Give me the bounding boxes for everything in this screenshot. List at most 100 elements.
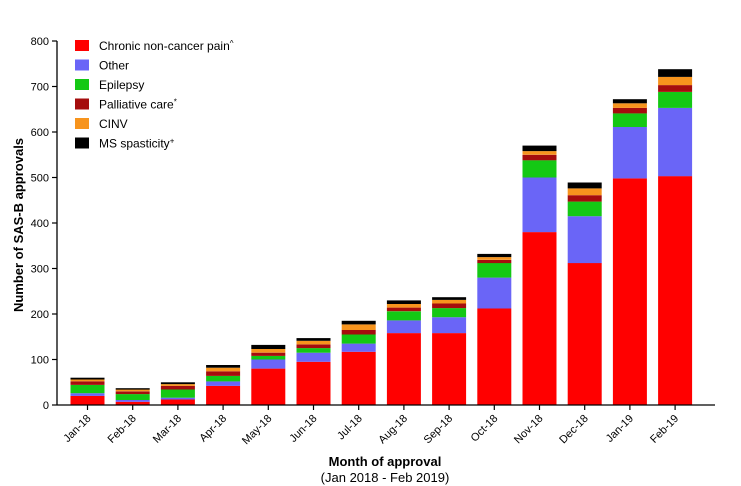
bar-segment-feb-19-s1 — [658, 107, 693, 177]
bar-segment-jan-19-s3 — [612, 107, 647, 114]
bar-segment-nov-18-s5 — [522, 145, 557, 152]
bar-segment-mar-18-s4 — [160, 384, 195, 386]
y-tick-label: 200 — [31, 309, 49, 321]
bar-segment-feb-18-s5 — [115, 388, 150, 390]
bar-segment-feb-18-s3 — [115, 391, 150, 395]
x-tick-label: Feb-19 — [648, 413, 681, 446]
bar-segment-oct-18-s3 — [477, 259, 512, 264]
x-tick-label: May-18 — [240, 413, 274, 447]
y-tick-label: 800 — [31, 36, 49, 48]
bar-segment-jun-18-s1 — [296, 352, 331, 362]
bar-segment-feb-19-s5 — [658, 69, 693, 77]
bar-segment-oct-18-s4 — [477, 257, 512, 260]
legend-superscript: ^ — [230, 39, 234, 48]
bar-segment-dec-18-s5 — [567, 182, 602, 189]
bar-segment-feb-19-s4 — [658, 76, 693, 86]
legend-swatch — [75, 40, 89, 51]
bar-segment-jun-18-s0 — [296, 361, 331, 405]
bar-segment-mar-18-s3 — [160, 385, 195, 390]
bar-segment-aug-18-s3 — [386, 307, 421, 312]
legend-series-name: CINV — [99, 117, 128, 131]
legend-label: Palliative care* — [99, 98, 177, 112]
y-tick-label: 600 — [31, 127, 49, 139]
bar-segment-jul-18-s3 — [341, 329, 376, 335]
legend-label: Epilepsy — [99, 78, 144, 92]
bar-segment-jul-18-s0 — [341, 351, 376, 405]
legend-swatch — [75, 79, 89, 90]
bar-segment-dec-18-s4 — [567, 188, 602, 196]
bar-segment-jan-18-s0 — [70, 395, 105, 405]
y-tick-label: 100 — [31, 355, 49, 367]
bar-segment-jul-18-s5 — [341, 320, 376, 325]
bar-segment-sep-18-s2 — [432, 308, 467, 318]
bar-segment-jan-18-s2 — [70, 385, 105, 394]
bar-segment-apr-18-s1 — [206, 381, 241, 386]
bar-segment-jul-18-s1 — [341, 343, 376, 352]
bar-segment-jul-18-s2 — [341, 334, 376, 344]
bar-segment-jul-18-s4 — [341, 324, 376, 330]
bar-segment-feb-18-s1 — [115, 400, 150, 402]
y-tick-label: 300 — [31, 264, 49, 276]
bar-segment-apr-18-s0 — [206, 385, 241, 405]
bar-segment-nov-18-s3 — [522, 154, 557, 161]
legend-swatch — [75, 98, 89, 110]
bar-segment-sep-18-s3 — [432, 303, 467, 309]
bar-segment-sep-18-s0 — [432, 333, 467, 405]
legend-label: MS spasticity+ — [99, 137, 175, 151]
bar-segment-may-18-s1 — [251, 359, 286, 369]
bar-segment-apr-18-s4 — [206, 367, 241, 372]
bar-segment-apr-18-s3 — [206, 371, 241, 376]
bar-segment-may-18-s5 — [251, 344, 286, 349]
bars-group — [70, 69, 693, 405]
bar-segment-aug-18-s1 — [386, 320, 421, 334]
bar-segment-jan-19-s1 — [612, 127, 647, 179]
bar-segment-nov-18-s2 — [522, 160, 557, 178]
x-tick-label: Sep-18 — [422, 413, 456, 447]
bar-segment-mar-18-s5 — [160, 382, 195, 385]
bar-segment-apr-18-s2 — [206, 375, 241, 382]
bar-segment-may-18-s3 — [251, 352, 286, 356]
bar-segment-jan-19-s4 — [612, 103, 647, 108]
legend-series-name: Other — [99, 59, 129, 73]
bar-segment-aug-18-s2 — [386, 311, 421, 321]
legend-label: CINV — [99, 117, 128, 131]
bar-segment-aug-18-s0 — [386, 333, 421, 405]
bar-segment-jun-18-s2 — [296, 348, 331, 353]
bar-segment-feb-19-s0 — [658, 176, 693, 405]
legend-series-name: Epilepsy — [99, 78, 144, 92]
bar-segment-jan-18-s3 — [70, 381, 105, 385]
bar-segment-mar-18-s2 — [160, 389, 195, 398]
bar-segment-jun-18-s4 — [296, 340, 331, 345]
x-tick-label: Jan-19 — [604, 413, 636, 445]
legend-superscript: + — [170, 137, 175, 146]
legend-series-name: MS spasticity — [99, 137, 170, 151]
legend-label: Other — [99, 59, 129, 73]
bar-segment-jan-18-s1 — [70, 393, 105, 396]
y-tick-label: 500 — [31, 173, 49, 185]
bar-segment-apr-18-s5 — [206, 365, 241, 368]
x-tick-label: Dec-18 — [557, 413, 591, 447]
legend-swatch — [75, 137, 89, 149]
bar-segment-jan-18-s5 — [70, 377, 105, 380]
y-tick-label: 0 — [43, 400, 49, 412]
bar-segment-may-18-s2 — [251, 355, 286, 360]
y-axis-title: Number of SAS-B approvals — [11, 138, 26, 312]
x-tick-label: Mar-18 — [151, 413, 184, 446]
legend-superscript: * — [174, 98, 177, 107]
y-tick-label: 700 — [31, 82, 49, 94]
x-tick-label: Nov-18 — [512, 413, 546, 447]
x-tick-label: Oct-18 — [469, 413, 501, 445]
bar-segment-jan-19-s2 — [612, 113, 647, 127]
x-tick-label: Apr-18 — [197, 413, 229, 445]
bar-segment-feb-18-s0 — [115, 401, 150, 405]
bar-segment-dec-18-s1 — [567, 216, 602, 264]
legend-label: Chronic non-cancer pain^ — [99, 39, 234, 53]
bar-segment-aug-18-s4 — [386, 304, 421, 308]
bar-segment-nov-18-s0 — [522, 232, 557, 405]
bar-segment-mar-18-s0 — [160, 399, 195, 405]
bar-segment-jun-18-s5 — [296, 338, 331, 341]
bar-segment-oct-18-s1 — [477, 277, 512, 309]
bar-segment-sep-18-s4 — [432, 299, 467, 304]
x-axis-subtitle: (Jan 2018 - Feb 2019) — [321, 470, 450, 485]
